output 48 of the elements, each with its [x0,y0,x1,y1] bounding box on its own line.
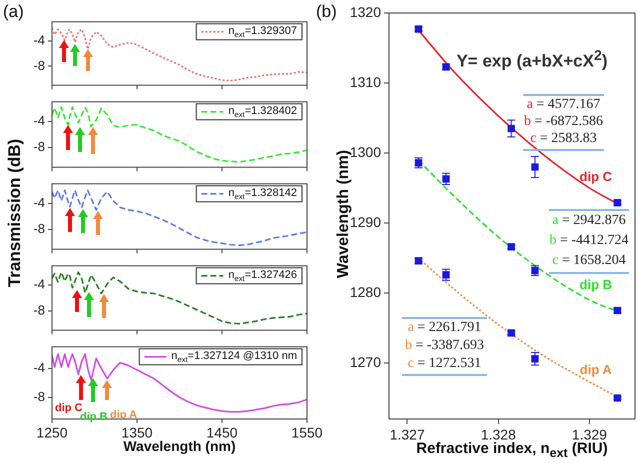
annotation: Y= exp (a+bX+cX$^{2}$) [455,48,609,72]
y-tick-label: 1320 [350,4,382,20]
annotation: dip A [110,408,138,421]
y-axis-title: Transmission (dB) [5,138,25,290]
y-tick-label: 1270 [350,354,382,370]
annotation: a = 4577.167 [526,96,600,112]
y-tick-label: -8 [33,58,45,73]
chart-title: (b) [316,2,337,22]
x-tick-label: 1.329 [572,426,608,442]
y-tick-label: -4 [33,360,45,376]
y-axis-title: Wavelength (nm) [335,150,352,278]
annotation: c = 2583.83 [530,131,597,146]
x-tick-label: 1.327 [390,426,425,442]
y-tick-label: -8 [33,388,45,404]
series-label: dip A [580,362,612,378]
annotation: b = -4412.724 [549,233,629,248]
annotation: dip C [55,402,83,414]
y-tick-label: 1310 [350,74,382,90]
x-axis-title: Wavelength (nm) [123,438,236,454]
x-tick-label: 1350 [121,424,153,440]
y-tick-label: -8 [33,139,45,154]
y-tick-label: -4 [33,32,45,48]
annotation: a = 2261.791 [408,320,482,335]
y-tick-label: -8 [33,302,45,318]
x-tick-label: 1250 [36,424,68,440]
series-label: dip B [580,276,612,292]
chart-title: (a) [3,2,24,22]
annotation: c = 1272.531 [408,356,482,371]
annotation: b = -6872.586 [524,114,604,129]
x-tick-label: 1450 [206,424,238,440]
y-tick-label: -4 [33,276,45,292]
annotation: b = -3387.693 [404,338,484,353]
y-tick-label: 1300 [350,144,382,160]
annotation: c = 1658.204 [552,253,626,268]
series-label: dip C [580,168,613,184]
x-axis-title: Refractive index, n$_{ext}$ (RIU) [416,440,608,460]
y-tick-label: 1280 [350,284,382,300]
line-series [52,271,307,325]
x-tick-label: 1.328 [480,426,516,442]
y-tick-label: -4 [33,113,45,128]
line-series [52,27,307,82]
y-tick-label: 1290 [350,214,382,230]
x-tick-label: 1550 [291,424,323,440]
line-series [52,190,307,246]
y-tick-label: -8 [33,221,45,236]
y-tick-label: -4 [33,195,45,210]
annotation: a = 2942.876 [552,213,626,228]
line-series [52,106,307,163]
